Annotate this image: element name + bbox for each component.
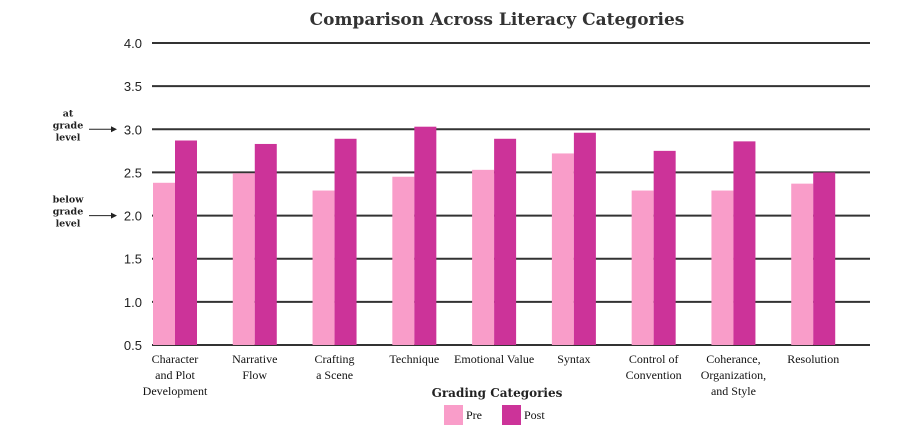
bar-post [414, 126, 437, 345]
x-category-label: Flow [242, 368, 267, 382]
chart-title: Comparison Across Literacy Categories [310, 10, 685, 30]
bar-pre [791, 183, 814, 345]
x-category-label: and Plot [155, 368, 195, 382]
y-tick-label: 1.0 [124, 295, 142, 310]
annotation-label: below [53, 195, 85, 206]
x-category-label: Narrative [232, 352, 277, 366]
y-tick-label: 4.0 [124, 36, 142, 51]
x-category-label: a Scene [316, 368, 353, 382]
bar-post [494, 138, 517, 345]
legend-label-post: Post [524, 408, 545, 422]
bar-pre [551, 153, 574, 345]
x-axis-categories: Character and Plot Development Narrative Flo… [143, 352, 840, 398]
y-tick-label: 3.0 [124, 122, 142, 137]
x-category-label: Convention [626, 368, 682, 382]
y-tick-label: 2.0 [124, 209, 142, 224]
annotation-label: at [63, 108, 74, 119]
bar-pre [711, 190, 734, 345]
annotation-label: level [56, 219, 81, 230]
annotation-label: grade [53, 120, 84, 131]
x-category-label: Technique [389, 352, 439, 366]
bar-post [653, 150, 676, 345]
y-tick-label: 1.5 [124, 252, 142, 267]
x-category-label: Character [152, 352, 199, 366]
x-axis-label: Grading Categories [432, 386, 563, 400]
x-category-label: Coherance, [706, 352, 760, 366]
x-category-label: Crafting [315, 352, 355, 366]
x-category-label: Resolution [787, 352, 839, 366]
x-category-label: Syntax [557, 352, 590, 366]
y-tick-label: 2.5 [124, 165, 142, 180]
bar-post [813, 172, 836, 345]
bar-pre [232, 173, 255, 345]
bar-pre [392, 176, 415, 345]
bar-pre [312, 190, 335, 345]
x-category-label: Emotional Value [454, 352, 534, 366]
y-axis-ticks: 0.5 1.0 1.5 2.0 2.5 3.0 3.5 4.0 [124, 36, 142, 353]
legend-swatch-post [502, 405, 521, 425]
bar-post [334, 138, 357, 345]
y-tick-label: 3.5 [124, 79, 142, 94]
bar-pre [631, 190, 654, 345]
x-category-label: Organization, [701, 368, 766, 382]
bar-post [175, 140, 197, 345]
bars [153, 126, 836, 345]
annotation-label: level [56, 132, 81, 143]
arrow-head-icon [111, 126, 117, 133]
bar-post [733, 141, 756, 345]
y-tick-label: 0.5 [124, 338, 142, 353]
x-category-label: and Style [711, 384, 756, 398]
x-category-label: Development [143, 384, 208, 398]
legend-swatch-pre [444, 405, 463, 425]
arrow-head-icon [111, 212, 117, 219]
legend: Pre Post [444, 405, 545, 425]
x-category-label: Control of [629, 352, 679, 366]
annotation-label: grade [53, 207, 84, 218]
bar-pre [153, 182, 175, 345]
bar-post [254, 143, 277, 345]
legend-label-pre: Pre [466, 408, 482, 422]
bar-pre [472, 169, 495, 345]
bar-post [573, 132, 596, 345]
